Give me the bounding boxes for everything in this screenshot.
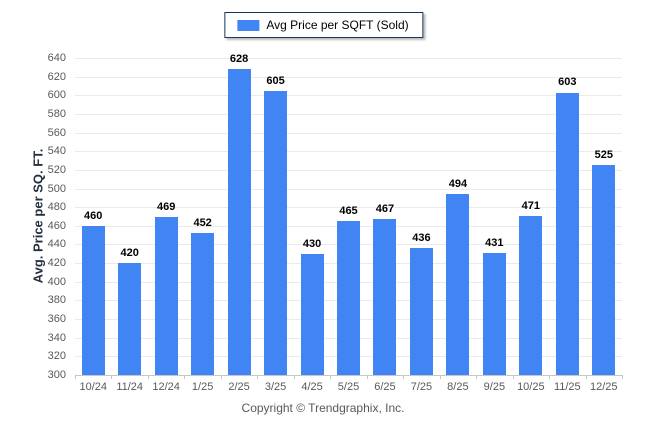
x-axis-tick bbox=[184, 375, 186, 379]
bar-value-label: 430 bbox=[302, 237, 322, 250]
x-axis-tick bbox=[439, 375, 441, 379]
y-tick-label: 420 bbox=[47, 257, 66, 270]
bar-value-label: 469 bbox=[156, 201, 176, 214]
x-axis-tick bbox=[403, 375, 405, 379]
x-axis-tick bbox=[147, 375, 149, 379]
x-tick-label: 6/25 bbox=[374, 381, 396, 393]
x-tick-label: 5/25 bbox=[337, 381, 360, 393]
x-axis-tick bbox=[257, 375, 259, 379]
x-axis-tick bbox=[293, 375, 295, 379]
bar-value-label: 605 bbox=[266, 74, 285, 87]
x-tick-label: 9/25 bbox=[483, 381, 506, 393]
plot-area: 460 420 469 452 628 605 430 465 467 436 494 431 471 6… bbox=[75, 53, 623, 379]
legend-label: Avg Price per SQFT (Sold) bbox=[266, 18, 409, 32]
x-tick-label: 8/25 bbox=[447, 381, 469, 393]
gridline bbox=[75, 132, 622, 134]
bar[interactable] bbox=[409, 248, 433, 375]
bar-value-label: 494 bbox=[448, 178, 468, 191]
bar[interactable] bbox=[191, 233, 215, 375]
x-axis-tick bbox=[512, 375, 514, 379]
bar[interactable] bbox=[555, 92, 579, 375]
y-tick-label: 520 bbox=[47, 163, 66, 176]
gridline bbox=[75, 169, 622, 171]
bar-value-label: 467 bbox=[375, 203, 395, 216]
x-tick-label: 10/24 bbox=[79, 381, 107, 393]
y-tick-label: 460 bbox=[47, 219, 66, 232]
y-tick-label: 340 bbox=[47, 331, 66, 344]
gridline bbox=[75, 151, 622, 153]
x-axis-tick bbox=[220, 375, 222, 379]
x-tick-label: 12/25 bbox=[590, 381, 618, 393]
y-tick-label: 400 bbox=[47, 275, 66, 288]
x-tick-label: 12/24 bbox=[152, 381, 180, 393]
y-tick-label: 540 bbox=[47, 145, 66, 158]
bar-value-label: 471 bbox=[521, 199, 541, 212]
bar-value-label: 420 bbox=[120, 247, 139, 260]
x-tick-label: 3/25 bbox=[264, 381, 287, 393]
bar[interactable] bbox=[227, 69, 251, 375]
gridline bbox=[75, 207, 622, 209]
x-tick-label: 1/25 bbox=[191, 381, 214, 393]
legend: Avg Price per SQFT (Sold) bbox=[224, 12, 424, 38]
bar[interactable] bbox=[300, 253, 324, 375]
x-tick-label: 11/24 bbox=[116, 381, 144, 393]
bar-value-label: 460 bbox=[84, 209, 103, 222]
y-tick-label: 480 bbox=[47, 201, 66, 214]
bar-value-label: 436 bbox=[412, 232, 431, 245]
bar[interactable] bbox=[118, 263, 142, 375]
bar[interactable] bbox=[337, 221, 360, 375]
x-axis-tick bbox=[330, 375, 332, 379]
x-axis-tick bbox=[622, 375, 623, 379]
bar[interactable] bbox=[373, 219, 397, 375]
copyright-text: Copyright © Trendgraphix, Inc. bbox=[241, 401, 405, 415]
y-tick-label: 300 bbox=[47, 369, 66, 381]
x-tick-label: 7/25 bbox=[410, 381, 433, 393]
x-axis-tick bbox=[476, 375, 478, 379]
x-tick-label: 11/25 bbox=[553, 381, 581, 393]
x-axis-tick bbox=[111, 375, 113, 379]
gridline bbox=[75, 188, 622, 190]
bar[interactable] bbox=[264, 90, 288, 375]
gridline bbox=[75, 95, 622, 97]
bar[interactable] bbox=[592, 165, 616, 375]
bar-value-label: 452 bbox=[193, 217, 212, 230]
y-tick-label: 380 bbox=[47, 294, 66, 307]
y-tick-label: 440 bbox=[47, 238, 66, 251]
y-tick-label: 600 bbox=[47, 89, 66, 102]
x-tick-label: 2/25 bbox=[228, 381, 250, 393]
gridline bbox=[75, 76, 622, 78]
x-axis-tick bbox=[75, 375, 76, 379]
y-tick-label: 580 bbox=[47, 107, 66, 120]
bar[interactable] bbox=[446, 194, 470, 375]
y-tick-label: 320 bbox=[47, 350, 66, 363]
bar-value-label: 628 bbox=[229, 53, 249, 66]
y-tick-label: 560 bbox=[47, 126, 66, 139]
bar-value-label: 431 bbox=[485, 236, 504, 249]
y-tick-label: 500 bbox=[47, 182, 66, 195]
y-tick-label: 360 bbox=[47, 313, 66, 326]
bar-value-label: 603 bbox=[558, 76, 577, 89]
bar[interactable] bbox=[519, 215, 543, 375]
gridline bbox=[75, 58, 622, 59]
x-axis-tick bbox=[366, 375, 368, 379]
bar[interactable] bbox=[81, 225, 105, 375]
bar-value-label: 525 bbox=[594, 149, 613, 162]
legend-swatch-icon bbox=[237, 19, 260, 31]
x-axis-tick bbox=[585, 375, 587, 379]
y-tick-label: 620 bbox=[47, 70, 66, 83]
bar[interactable] bbox=[482, 252, 506, 375]
x-axis-tick bbox=[549, 375, 551, 379]
y-tick-label: 640 bbox=[47, 52, 66, 64]
x-tick-label: 10/25 bbox=[517, 381, 545, 393]
bar-value-label: 465 bbox=[339, 205, 358, 218]
gridline bbox=[75, 113, 622, 115]
bar[interactable] bbox=[154, 217, 178, 375]
x-tick-label: 4/25 bbox=[301, 381, 323, 393]
gridline bbox=[75, 375, 622, 376]
